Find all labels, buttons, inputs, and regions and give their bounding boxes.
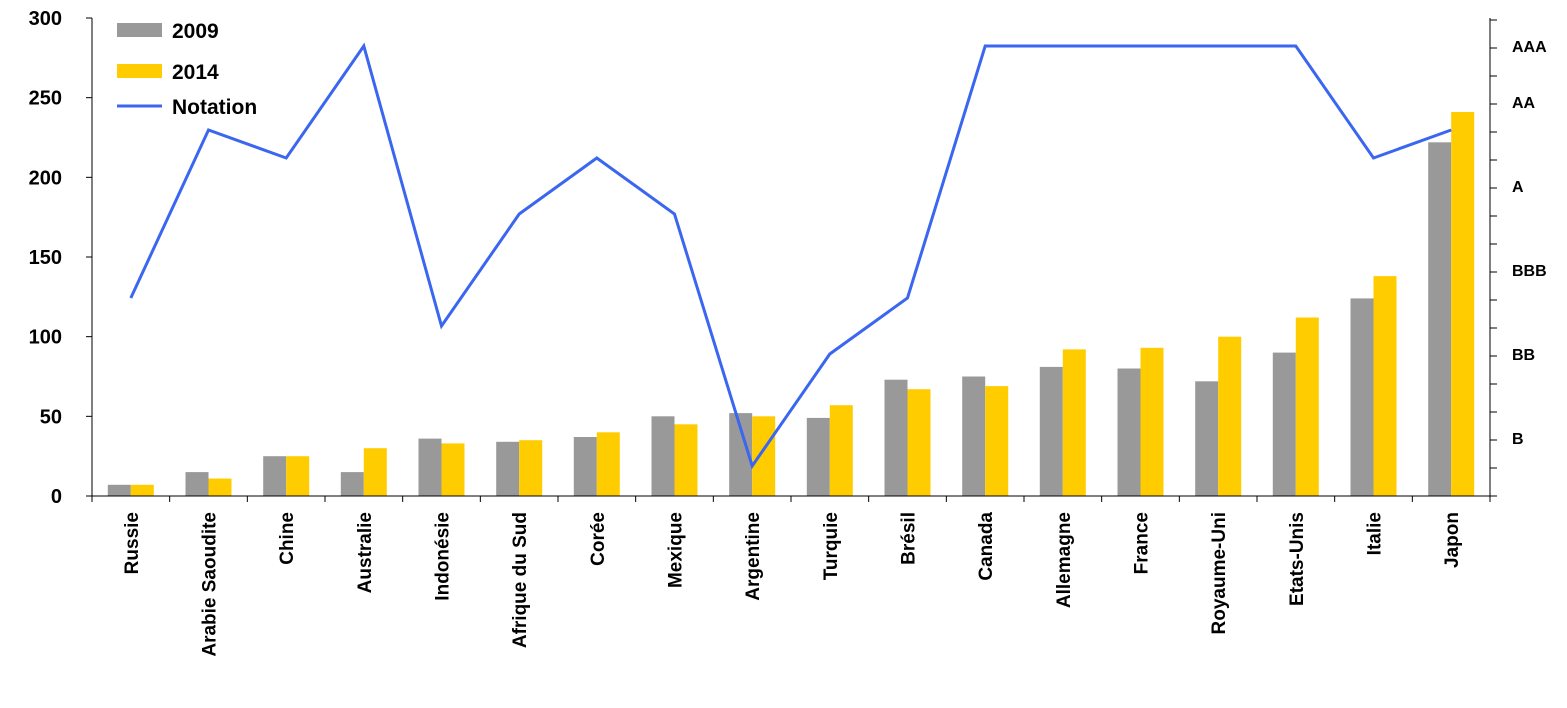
x-tick-label-france: France <box>1132 512 1153 574</box>
bar-2014-turquie <box>829 405 853 496</box>
plot-area <box>107 42 1475 497</box>
bar-2014-bresil <box>907 389 931 496</box>
y-tick-label-0: 0 <box>51 486 62 508</box>
x-tick-label-allemagne: Allemagne <box>1054 512 1075 608</box>
y-right-label-a: A <box>1512 179 1524 196</box>
bar-2014-coree <box>596 432 620 496</box>
bar-2014-royaume-uni <box>1218 336 1242 496</box>
bar-2009-turquie <box>806 417 830 496</box>
bar-2009-allemagne <box>1039 366 1063 496</box>
bar-2009-chine <box>263 456 287 496</box>
bar-2014-france <box>1140 347 1164 496</box>
bar-2014-australie <box>363 448 387 496</box>
legend: 2009 2014 Notation <box>117 20 257 119</box>
legend-label-2014: 2014 <box>172 61 219 84</box>
x-tick-label-russie: Russie <box>122 512 143 574</box>
bar-2009-canada <box>962 376 986 496</box>
y-right-label-aa: AA <box>1512 95 1536 112</box>
bar-2009-bresil <box>884 379 908 496</box>
bar-2009-etats-unis <box>1272 352 1296 496</box>
legend-label-notation: Notation <box>172 96 257 119</box>
bar-2014-chine <box>286 456 310 496</box>
y-right-label-bbb: BBB <box>1512 263 1547 280</box>
bar-2009-mexique <box>651 416 675 496</box>
x-tick-label-bresil: Brésil <box>899 512 920 565</box>
bar-2009-coree <box>573 437 597 496</box>
legend-label-2009: 2009 <box>172 20 219 43</box>
bar-2014-italie <box>1373 276 1397 496</box>
y-tick-label-200: 200 <box>29 167 62 189</box>
bar-2014-argentine <box>752 416 776 496</box>
bar-2014-afrique-du-sud <box>519 440 543 496</box>
x-tick-label-arabie-saoudite: Arabie Saoudite <box>200 512 221 657</box>
bar-2009-france <box>1117 368 1141 496</box>
y-right-label-b: B <box>1512 431 1524 448</box>
y-tick-label-150: 150 <box>29 247 62 269</box>
bar-2009-afrique-du-sud <box>496 441 520 496</box>
y-tick-label-250: 250 <box>29 88 62 110</box>
legend-swatch-2009 <box>117 23 162 37</box>
y-right-label-bb: BB <box>1512 347 1535 364</box>
bar-2009-italie <box>1350 298 1374 496</box>
x-tick-label-coree: Corée <box>588 512 609 566</box>
bar-2009-russie <box>107 484 131 496</box>
x-tick-label-royaume-uni: Royaume-Uni <box>1209 512 1230 634</box>
axes: 0 50 100 150 200 250 300 Russie Arabie Saoudite C… <box>29 8 1547 657</box>
bar-2009-argentine <box>729 413 753 496</box>
x-tick-label-japon: Japon <box>1442 512 1463 568</box>
bar-2014-etats-unis <box>1295 317 1319 496</box>
bar-2009-australie <box>340 472 364 496</box>
x-tick-label-chine: Chine <box>277 512 298 565</box>
notation-line <box>129 42 1452 470</box>
bar-2014-allemagne <box>1062 349 1086 496</box>
x-tick-label-etats-unis: Etats-Unis <box>1287 512 1308 606</box>
x-tick-label-australie: Australie <box>355 512 376 593</box>
bar-2014-russie <box>130 484 154 496</box>
x-tick-label-mexique: Mexique <box>666 512 687 588</box>
bar-2014-arabie-saoudite <box>208 478 232 496</box>
x-tick-label-indonesie: Indonésie <box>433 512 454 601</box>
y-tick-label-50: 50 <box>40 406 62 428</box>
bar-2009-arabie-saoudite <box>185 472 209 496</box>
y-tick-label-300: 300 <box>29 8 62 30</box>
bar-2009-japon <box>1428 142 1452 497</box>
bar-2014-canada <box>985 386 1009 496</box>
bar-2009-indonesie <box>418 438 442 496</box>
bar-2014-japon <box>1451 112 1475 496</box>
bar-2014-indonesie <box>441 443 465 496</box>
legend-swatch-2014 <box>117 64 162 78</box>
y-right-label-aaa: AAA <box>1512 39 1547 56</box>
x-tick-label-turquie: Turquie <box>821 512 842 580</box>
y-tick-label-100: 100 <box>29 327 62 349</box>
x-tick-label-italie: Italie <box>1365 512 1386 555</box>
bar-2014-mexique <box>674 424 698 496</box>
x-tick-label-afrique-du-sud: Afrique du Sud <box>510 512 531 648</box>
bar-2009-royaume-uni <box>1195 381 1219 496</box>
x-tick-label-canada: Canada <box>976 512 997 581</box>
x-tick-label-argentine: Argentine <box>743 512 764 601</box>
